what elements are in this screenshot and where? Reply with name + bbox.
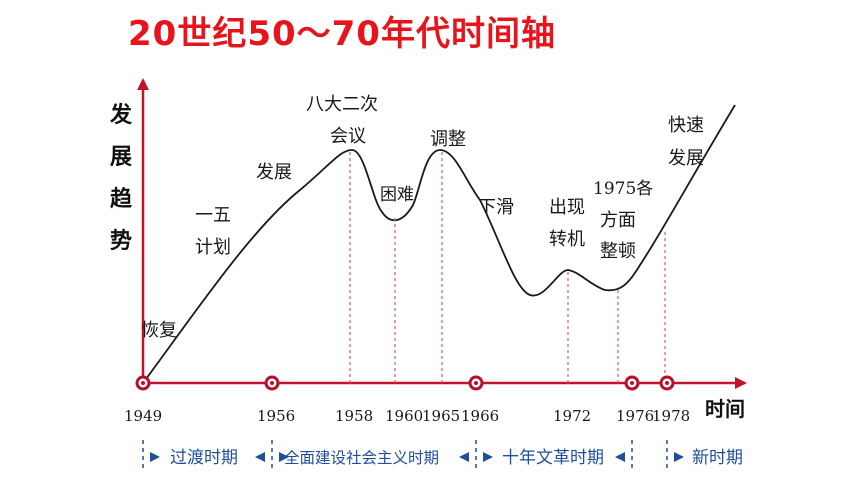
trend-curve: [142, 104, 736, 384]
marker-1949: [135, 375, 151, 391]
marker-1978: [659, 375, 675, 391]
curve-annotations: 恢复 一五 计划 发展 八大二次 会议 困难 调整 下滑 出现 转机 1975各…: [141, 94, 704, 341]
arrow-right: [483, 452, 493, 462]
period-label: 新时期: [692, 448, 743, 468]
annotation-zhengdun-3: 整顿: [600, 241, 636, 262]
marker-1976: [624, 375, 640, 391]
annotation-kunnan: 困难: [380, 185, 414, 205]
y-label-char: 势: [110, 228, 132, 254]
year-label: 1956: [257, 407, 295, 425]
period-label: 全面建设社会主义时期: [284, 449, 439, 467]
year-label: 1960: [385, 407, 423, 425]
y-label-char: 发: [109, 102, 133, 128]
y-label-char: 展: [110, 144, 132, 170]
annotation-kuaisu-1: 快速: [668, 115, 704, 136]
period-separators: [142, 440, 668, 470]
guide-lines: [349, 152, 666, 383]
x-axis-label: 时间: [705, 397, 745, 421]
year-label: 1958: [335, 407, 373, 425]
arrow-left: [255, 452, 265, 462]
arrow-left: [459, 452, 469, 462]
year-label: 1965: [422, 407, 460, 425]
year-label: 1978: [652, 407, 690, 425]
annotation-bada-2: 会议: [330, 126, 366, 147]
annotation-bada-1: 八大二次: [306, 94, 378, 115]
annotation-zhengdun-2: 方面: [600, 210, 636, 231]
axis-markers: [135, 375, 675, 391]
annotation-xiahua: 下滑: [478, 197, 514, 218]
annotation-fazhan: 发展: [256, 162, 292, 183]
annotation-zhuanji-2: 转机: [549, 229, 585, 250]
annotation-yiwu-1: 一五: [195, 205, 231, 226]
annotation-kuaisu-2: 发展: [668, 148, 704, 169]
page-title: 20世纪50～70年代时间轴: [128, 14, 556, 54]
year-label: 1972: [553, 407, 591, 425]
year-label: 1966: [461, 407, 499, 425]
year-label: 1976: [616, 407, 654, 425]
annotation-zhengdun-1: 1975各: [593, 179, 653, 199]
period-arrows: [150, 452, 684, 462]
arrow-right: [150, 452, 160, 462]
marker-1966: [468, 375, 484, 391]
arrow-left: [615, 452, 625, 462]
period-label: 十年文革时期: [502, 448, 604, 468]
annotation-zhuanji-1: 出现: [549, 197, 585, 218]
year-label: 1949: [124, 407, 162, 425]
arrow-right: [279, 452, 289, 462]
period-label: 过渡时期: [170, 448, 238, 468]
arrow-right: [674, 452, 684, 462]
year-labels: 1949 1956 1958 1960 1965 1966 1972 1976 …: [124, 407, 690, 425]
annotation-tiaozheng: 调整: [430, 129, 466, 150]
y-axis-label: 发 展 趋 势: [109, 102, 133, 254]
annotation-huifu: 恢复: [141, 320, 177, 341]
y-label-char: 趋: [110, 186, 133, 212]
annotation-yiwu-2: 计划: [195, 237, 231, 258]
period-labels: 过渡时期 全面建设社会主义时期 十年文革时期 新时期: [170, 448, 743, 468]
marker-1956: [264, 375, 280, 391]
